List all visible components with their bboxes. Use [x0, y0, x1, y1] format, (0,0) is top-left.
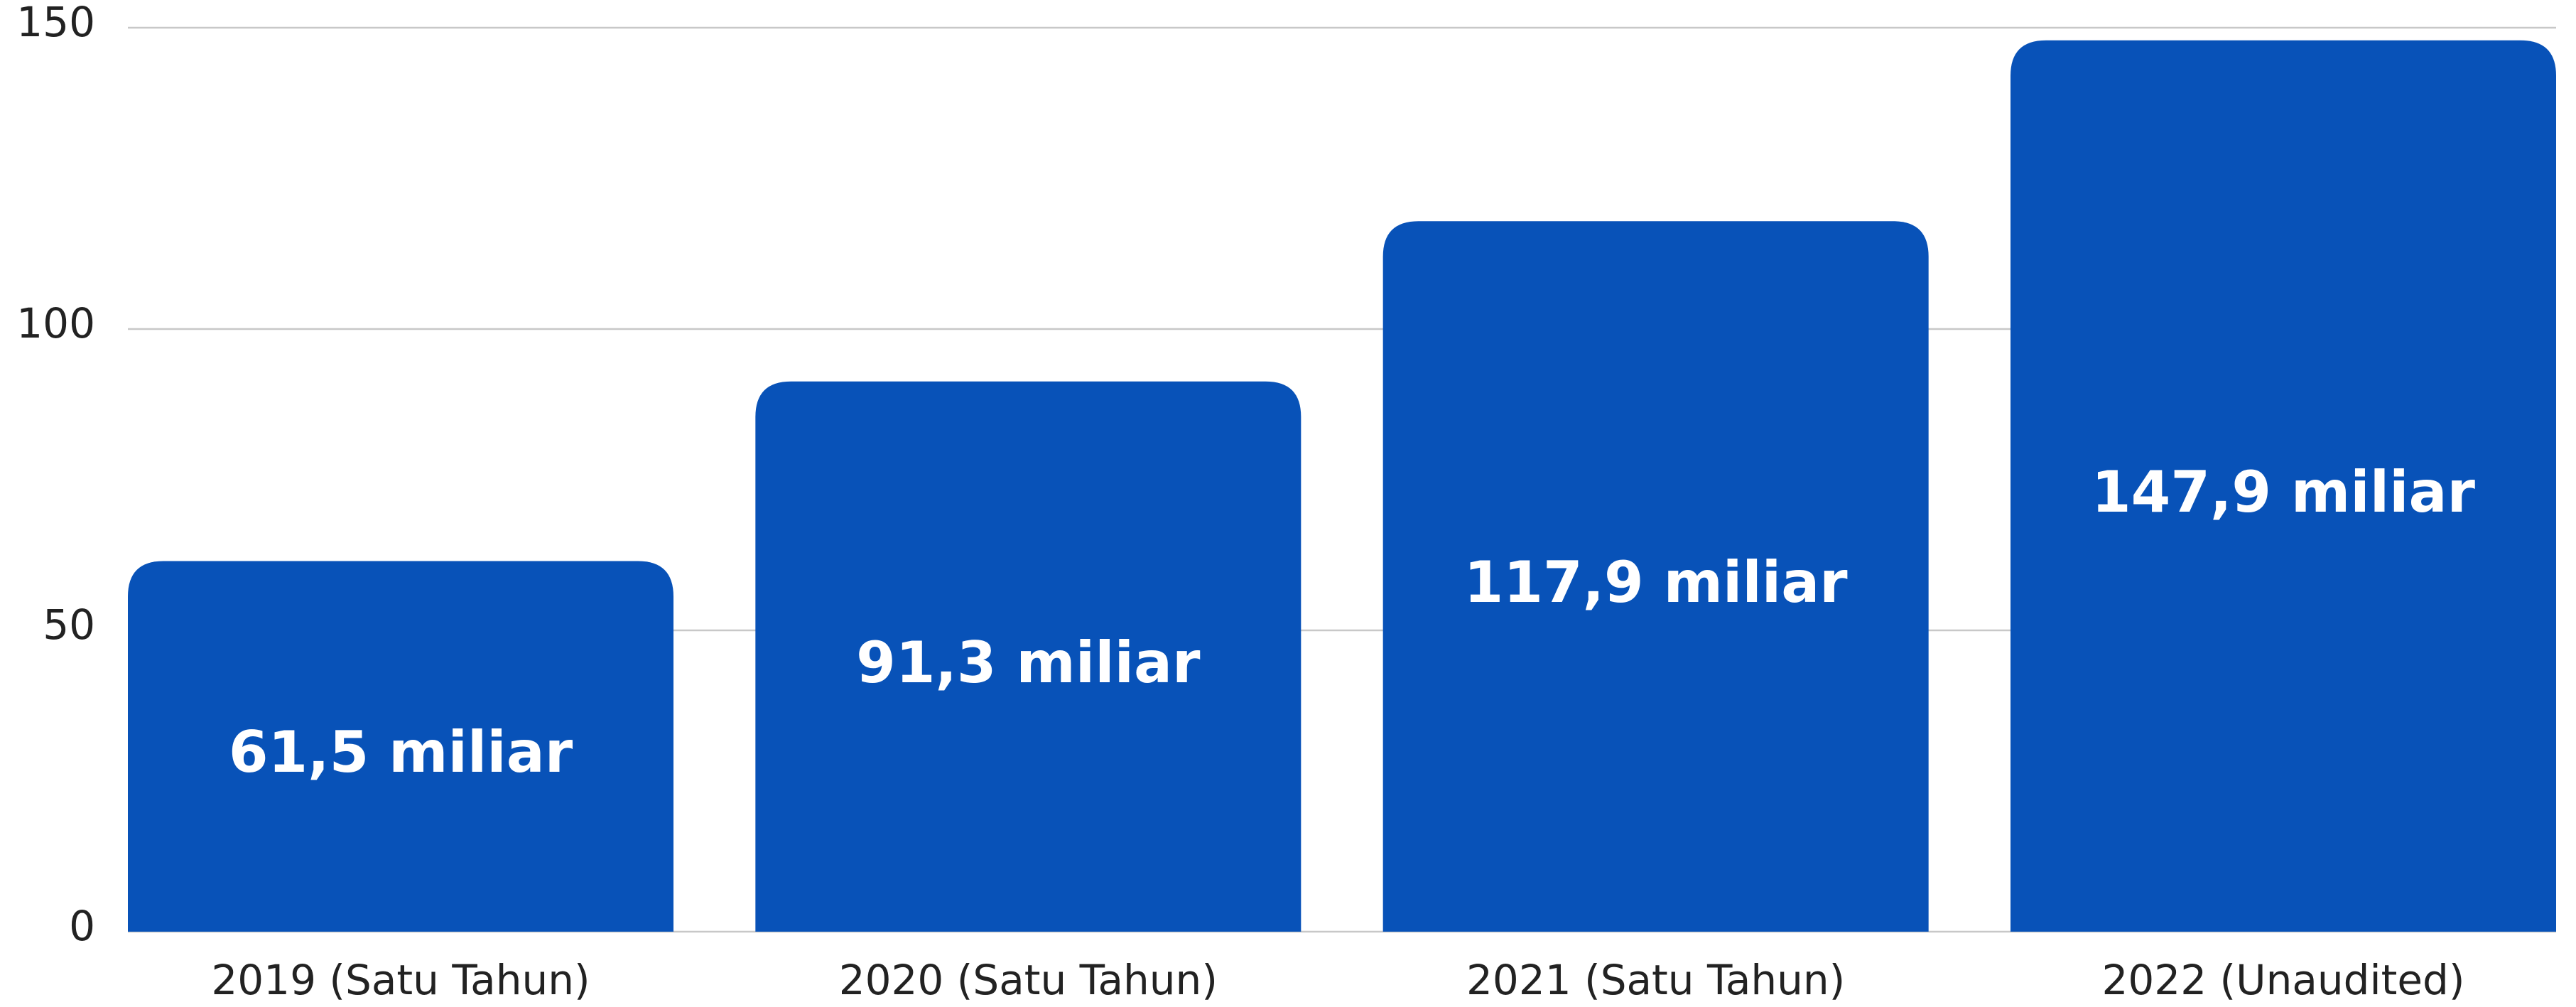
value-label: 61,5 miliar: [229, 719, 573, 785]
x-tick-label: 2019 (Satu Tahun): [211, 956, 590, 1004]
y-tick-label: 150: [16, 0, 95, 46]
value-label: 91,3 miliar: [856, 630, 1201, 696]
bar: [1382, 221, 1929, 932]
bar: [128, 561, 673, 932]
bar: [755, 381, 1301, 932]
y-tick-label: 100: [16, 299, 95, 348]
value-label: 117,9 miliar: [1464, 549, 1849, 615]
y-tick-label: 0: [69, 902, 95, 950]
bar: [2011, 40, 2556, 932]
y-tick-label: 50: [43, 601, 95, 649]
x-tick-label: 2021 (Satu Tahun): [1466, 956, 1845, 1004]
x-tick-label: 2020 (Satu Tahun): [839, 956, 1218, 1004]
value-label: 147,9 miliar: [2091, 459, 2476, 525]
x-tick-label: 2022 (Unaudited): [2102, 956, 2465, 1004]
